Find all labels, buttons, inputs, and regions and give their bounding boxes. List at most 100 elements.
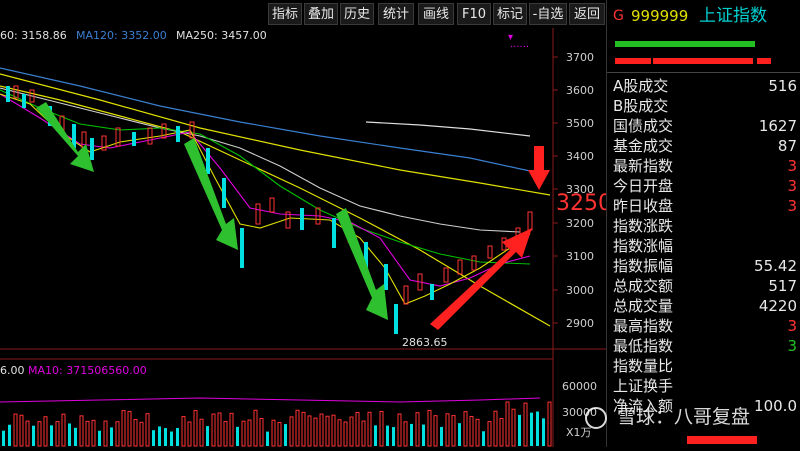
volume-bar — [325, 415, 330, 447]
panel-row: A股成交 516 — [613, 76, 797, 96]
price-axis: 3700 3600 3500 3400 3300 3200 3100 3000 … — [566, 51, 594, 330]
panel-row-value: 1627 — [758, 117, 797, 135]
panel-row-label: 上证换手 — [613, 377, 674, 395]
volume-bar — [85, 420, 90, 447]
panel-row: 最新指数 3 — [613, 156, 797, 176]
sell-strength-bar — [615, 58, 651, 64]
ma-yellow-short — [0, 93, 531, 305]
volume-bar — [403, 421, 408, 447]
price-tick-3200: 3200 — [566, 217, 594, 230]
panel-row: 总成交额 517 — [613, 276, 797, 296]
volume-legend: 6.00 — [0, 364, 25, 377]
price-tick-3100: 3100 — [566, 250, 594, 263]
indicator-button[interactable]: 指标 — [268, 3, 302, 25]
panel-row-label: 国债成交 — [613, 117, 674, 135]
volume-bar — [2, 430, 5, 446]
volume-tick-60000: 60000 — [562, 380, 597, 393]
volume-bar — [50, 425, 53, 446]
volume-bar — [445, 413, 450, 447]
overlay-button[interactable]: 叠加 — [304, 3, 338, 25]
kline-chart-svg: 60: 3158.86 MA120: 3352.00 MA250: 3457.0… — [0, 28, 612, 447]
target-3250-label: 3250 — [556, 191, 606, 216]
volume-bar — [176, 428, 179, 446]
price-tick-3000: 3000 — [566, 284, 594, 297]
back-button[interactable]: 返回 — [569, 3, 605, 25]
volume-bar — [361, 420, 366, 447]
volume-bar — [307, 415, 312, 447]
ma-magenta — [0, 93, 531, 287]
ma250-line — [365, 121, 531, 137]
volume-bar — [337, 419, 342, 447]
kline-chart-area[interactable]: 60: 3158.86 MA120: 3352.00 MA250: 3457.0… — [0, 28, 612, 447]
f10-button[interactable]: F10 — [457, 3, 491, 25]
watermark-icon — [585, 406, 607, 429]
volume-bar — [32, 425, 35, 446]
panel-row-label: A股成交 — [613, 77, 669, 95]
index-name[interactable]: 上证指数 — [699, 6, 767, 26]
panel-row-value: 4220 — [758, 297, 797, 315]
price-tick-3400: 3400 — [566, 150, 594, 163]
panel-row: 指数量比 — [613, 356, 797, 376]
volume-bar — [331, 414, 336, 447]
volume-bar — [158, 426, 161, 446]
ma250-legend: MA250: 3457.00 — [176, 29, 267, 42]
price-tick-3300: 3300 — [566, 183, 594, 196]
watchlist-button[interactable]: -自选 — [529, 3, 567, 25]
buy-strength-bar — [615, 41, 655, 47]
panel-row: 指数涨幅 — [613, 236, 797, 256]
volume-bar — [469, 415, 474, 447]
sell-strength-bar-3 — [757, 58, 771, 64]
volume-unit-label: X1万 — [566, 426, 592, 439]
panel-row-label: 总成交额 — [613, 277, 674, 295]
history-button[interactable]: 历史 — [340, 3, 374, 25]
volume-bar — [343, 421, 348, 447]
volume-bar — [74, 427, 77, 446]
volume-bar — [79, 415, 84, 447]
ma120-line — [0, 67, 531, 172]
low-price-label: 2863.65 — [402, 336, 448, 349]
volume-bar — [241, 420, 246, 447]
draw-line-button[interactable]: 画线 — [418, 3, 454, 25]
panel-row-value: 516 — [768, 77, 797, 95]
ma60-legend: 60: 3158.86 — [0, 29, 67, 42]
price-tick-2900: 2900 — [566, 317, 594, 330]
volume-bar — [259, 417, 264, 447]
panel-row-label: 指数振幅 — [613, 257, 674, 275]
ma-yellow-trend — [0, 85, 551, 327]
volume-bar — [55, 421, 60, 447]
volume-bar — [110, 427, 113, 446]
red-up-arrow — [430, 228, 532, 330]
volume-bar — [91, 419, 96, 447]
volume-bar — [301, 411, 306, 447]
volume-bar — [217, 412, 222, 447]
volume-bar — [253, 409, 258, 447]
volume-bar — [164, 428, 167, 446]
panel-row-label: 指数涨幅 — [613, 237, 674, 255]
volume-bar — [277, 421, 282, 447]
volume-bar — [181, 416, 186, 447]
panel-row-value: 517 — [768, 277, 797, 295]
volume-bar — [266, 431, 269, 446]
volume-bar — [206, 426, 209, 446]
statistics-button[interactable]: 统计 — [378, 3, 414, 25]
panel-row-label: 指数涨跌 — [613, 217, 674, 235]
green-arrow-1 — [36, 102, 94, 172]
volume-ma10-line — [0, 397, 541, 403]
volume-bar — [367, 411, 372, 447]
volume-bar — [271, 419, 276, 447]
panel-row-value: 3 — [787, 317, 797, 335]
volume-bar — [229, 412, 234, 447]
volume-bar — [152, 430, 155, 446]
volume-bar — [536, 411, 539, 446]
ma-white-mid — [0, 87, 521, 233]
volume-bar — [458, 423, 461, 446]
ma-green — [0, 89, 531, 265]
price-tick-3700: 3700 — [566, 51, 594, 64]
volume-bar — [319, 413, 324, 447]
panel-row-value: 3 — [787, 197, 797, 215]
buy-strength-bar-2 — [653, 41, 755, 47]
index-code: 999999 — [631, 7, 689, 25]
mark-button[interactable]: 标记 — [493, 3, 527, 25]
volume-bar — [43, 416, 48, 447]
candlesticks — [6, 85, 533, 334]
